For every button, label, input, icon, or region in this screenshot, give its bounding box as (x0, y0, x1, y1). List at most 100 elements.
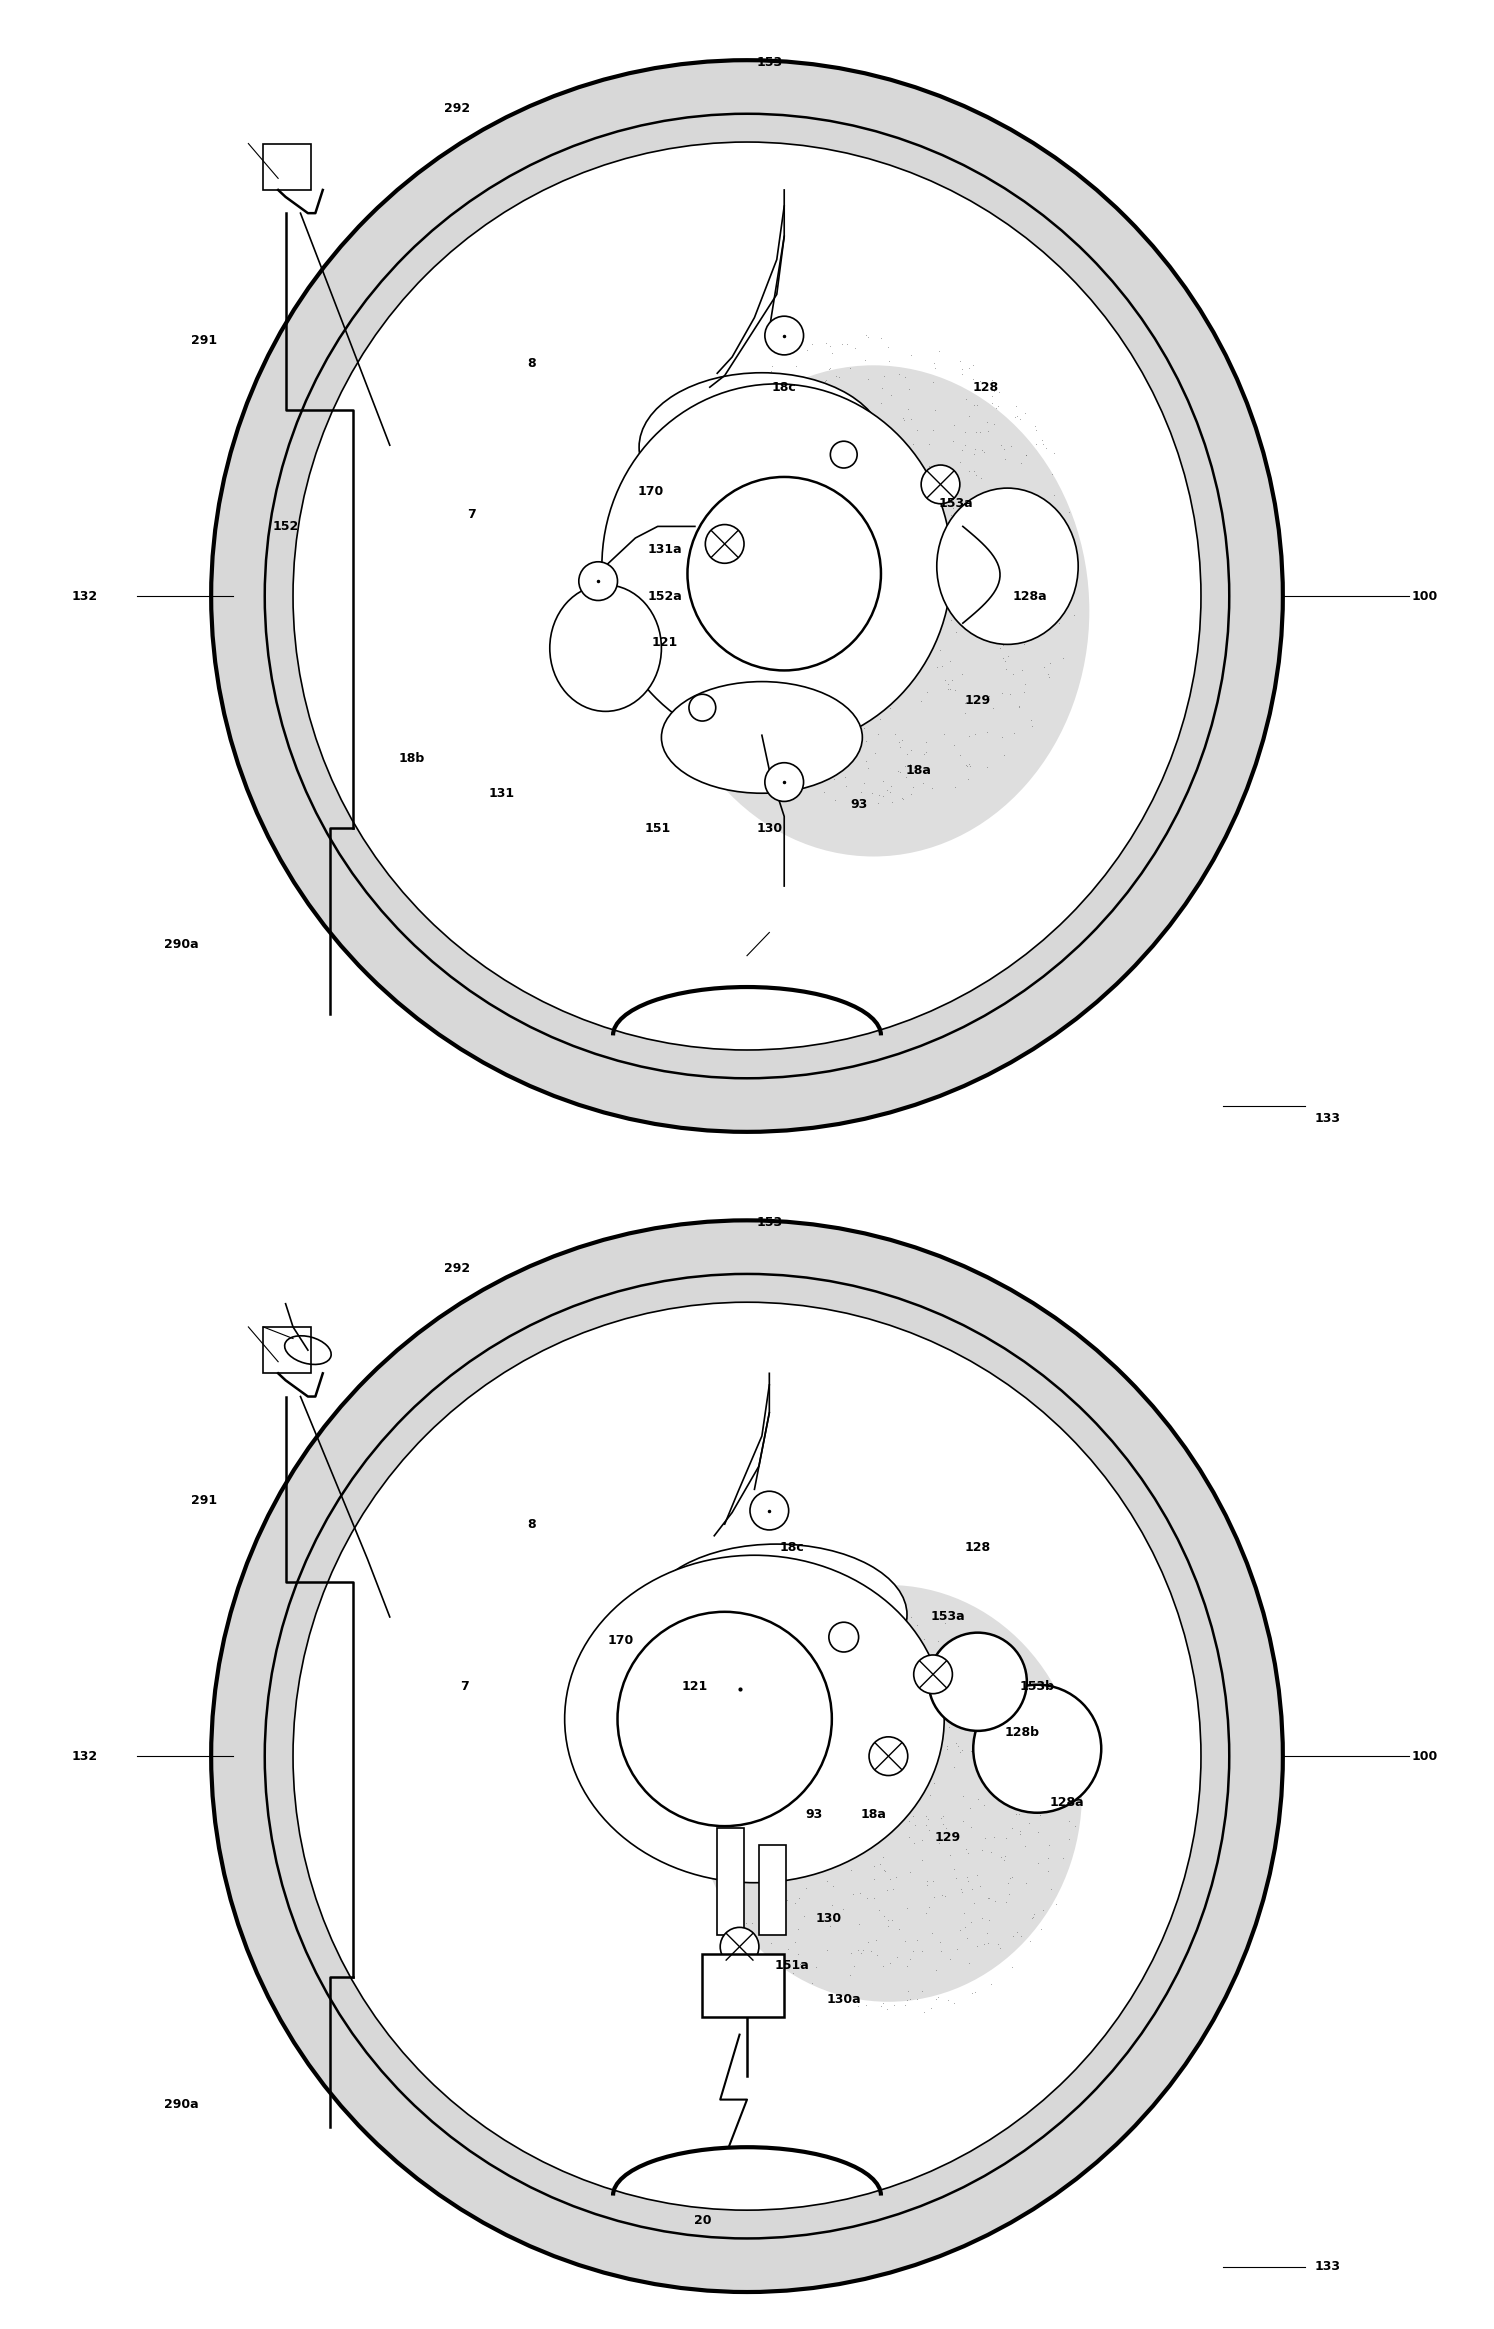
Point (798, 585, 822, 622)
Point (832, 540, 856, 578)
Point (750, 1814, 774, 1852)
Point (998, 1875, 1022, 1912)
Point (911, 631, 935, 668)
Point (737, 622, 760, 659)
Point (738, 606, 762, 643)
Point (901, 426, 925, 463)
Point (950, 349, 974, 387)
Point (959, 1903, 983, 1940)
Point (986, 526, 1010, 564)
Point (988, 1928, 1011, 1966)
Point (989, 426, 1013, 463)
Point (805, 594, 829, 631)
Point (856, 1828, 880, 1866)
Point (953, 1651, 977, 1689)
Point (823, 631, 847, 668)
Point (943, 408, 967, 445)
Point (890, 1735, 914, 1772)
Point (970, 620, 994, 657)
Point (932, 545, 956, 582)
Point (813, 361, 837, 398)
Point (917, 1812, 941, 1849)
Point (992, 1733, 1016, 1770)
Point (1010, 1917, 1034, 1954)
Point (982, 475, 1005, 512)
Point (874, 624, 898, 661)
Point (996, 1866, 1020, 1903)
Point (740, 1798, 763, 1835)
Point (710, 689, 734, 727)
Point (871, 1838, 895, 1875)
Point (899, 401, 923, 438)
Text: 151: 151 (644, 822, 671, 834)
Point (808, 382, 832, 419)
Point (849, 1749, 872, 1786)
Point (837, 491, 861, 529)
Point (732, 1852, 756, 1889)
Point (757, 1700, 781, 1737)
Point (1034, 429, 1058, 466)
Point (811, 1735, 835, 1772)
Point (805, 729, 829, 766)
Point (1001, 503, 1025, 540)
Text: 130: 130 (816, 1912, 843, 1926)
Point (790, 1668, 814, 1705)
Point (929, 529, 953, 566)
Point (868, 415, 892, 452)
Point (746, 1814, 769, 1852)
Point (720, 431, 744, 468)
Point (853, 664, 877, 701)
Point (734, 505, 757, 543)
Point (778, 661, 802, 699)
Point (970, 431, 994, 468)
Point (657, 540, 681, 578)
Point (723, 1682, 747, 1719)
Point (971, 1926, 995, 1963)
Point (1031, 1754, 1055, 1791)
Point (1050, 640, 1074, 678)
Point (905, 1607, 929, 1644)
Point (708, 1796, 732, 1833)
Point (793, 1870, 817, 1907)
Point (798, 668, 822, 706)
Circle shape (211, 61, 1283, 1132)
Point (1002, 1735, 1026, 1772)
Point (898, 1656, 922, 1693)
Point (1029, 489, 1053, 526)
Point (964, 456, 988, 494)
Point (762, 1649, 786, 1686)
Point (922, 363, 946, 401)
Point (775, 1749, 799, 1786)
Point (872, 356, 896, 394)
Point (771, 1791, 795, 1828)
Point (976, 412, 999, 449)
Text: 128b: 128b (1005, 1726, 1040, 1740)
Point (735, 1800, 759, 1838)
Point (726, 1698, 750, 1735)
Point (765, 468, 789, 505)
Point (971, 1831, 995, 1868)
Point (728, 519, 751, 557)
Point (810, 1719, 834, 1756)
Circle shape (720, 1928, 759, 1966)
Text: 130a: 130a (826, 1994, 861, 2005)
Point (744, 1686, 768, 1723)
Point (920, 769, 944, 806)
Text: 131a: 131a (648, 543, 683, 557)
Point (775, 571, 799, 608)
Point (852, 1726, 875, 1763)
Point (696, 1840, 720, 1877)
Point (772, 1637, 796, 1675)
Point (780, 554, 804, 592)
Point (976, 547, 999, 585)
Point (772, 715, 796, 752)
Point (932, 715, 956, 752)
Point (1041, 433, 1065, 470)
Point (899, 1598, 923, 1635)
Point (719, 382, 743, 419)
Text: 18a: 18a (861, 1807, 886, 1821)
Point (757, 717, 781, 755)
Point (1056, 571, 1080, 608)
Point (711, 629, 735, 666)
Point (875, 405, 899, 443)
